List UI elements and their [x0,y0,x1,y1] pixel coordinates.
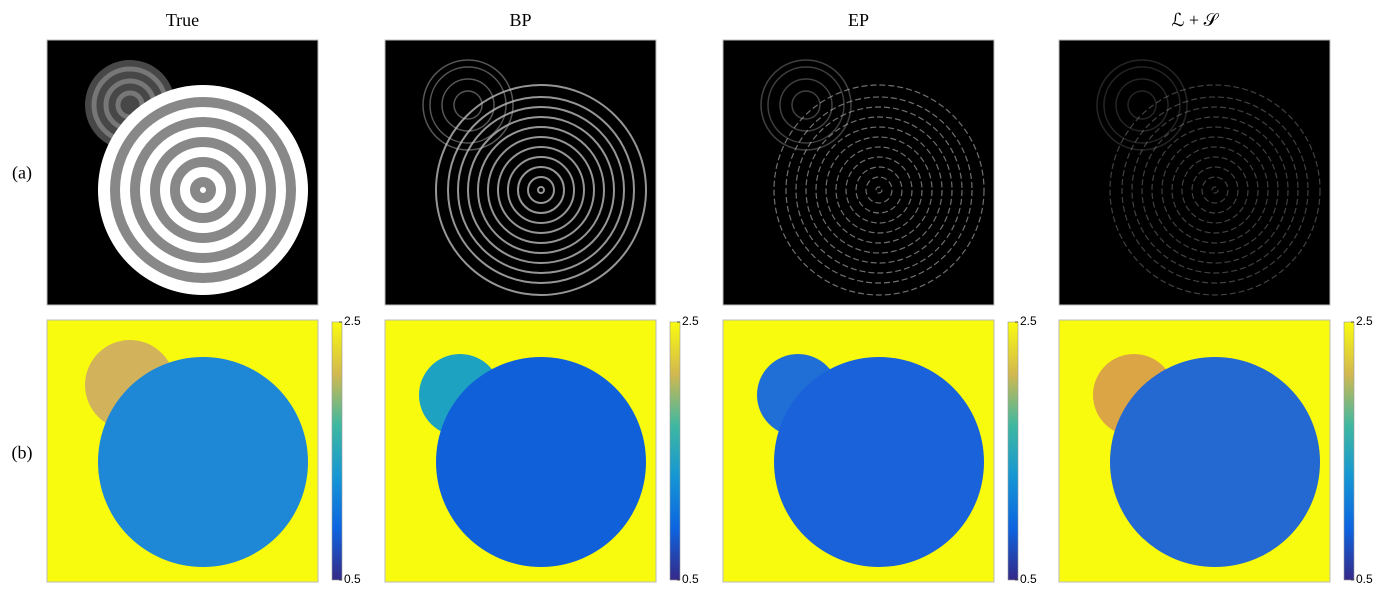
colorbar [1344,322,1354,580]
image-panel [723,40,994,305]
colorbar-tick-label: 0.5 [682,572,699,586]
large-disc [1110,357,1320,567]
large-disc [98,85,308,295]
large-disc [436,357,646,567]
large-disc [774,357,984,567]
colorbar-tick-label: 0.5 [344,572,361,586]
colorbar-tick-label: 0.5 [1020,572,1037,586]
colorbar-tick-label: 2.5 [682,314,699,328]
image-panel [385,320,656,582]
large-disc [98,357,308,567]
row-label: (b) [12,443,33,464]
image-panel [385,40,656,305]
colorbar [670,322,680,580]
panel-background [723,40,994,305]
colorbar [1008,322,1018,580]
column-title: True [166,10,199,30]
image-panel [1059,40,1330,305]
colorbar-tick-label: 2.5 [1020,314,1037,328]
column-title: ℒ + 𝒮 [1171,10,1219,30]
colorbar [332,322,342,580]
colorbar-tick-label: 0.5 [1356,572,1373,586]
figure: True BP EP ℒ + 𝒮 (a) (b) 2.5 0.5 2.5 0.5 2.5 0.5 2.5… [0,0,1390,593]
row-label: (a) [12,163,32,184]
column-title: EP [848,10,869,30]
panel-background [1059,40,1330,305]
image-panel [47,320,318,582]
image-panel [47,40,318,305]
colorbar-tick-label: 2.5 [1356,314,1373,328]
colorbar-tick-label: 2.5 [344,314,361,328]
column-title: BP [509,10,531,30]
image-panel [723,320,994,582]
image-panel [1059,320,1330,582]
